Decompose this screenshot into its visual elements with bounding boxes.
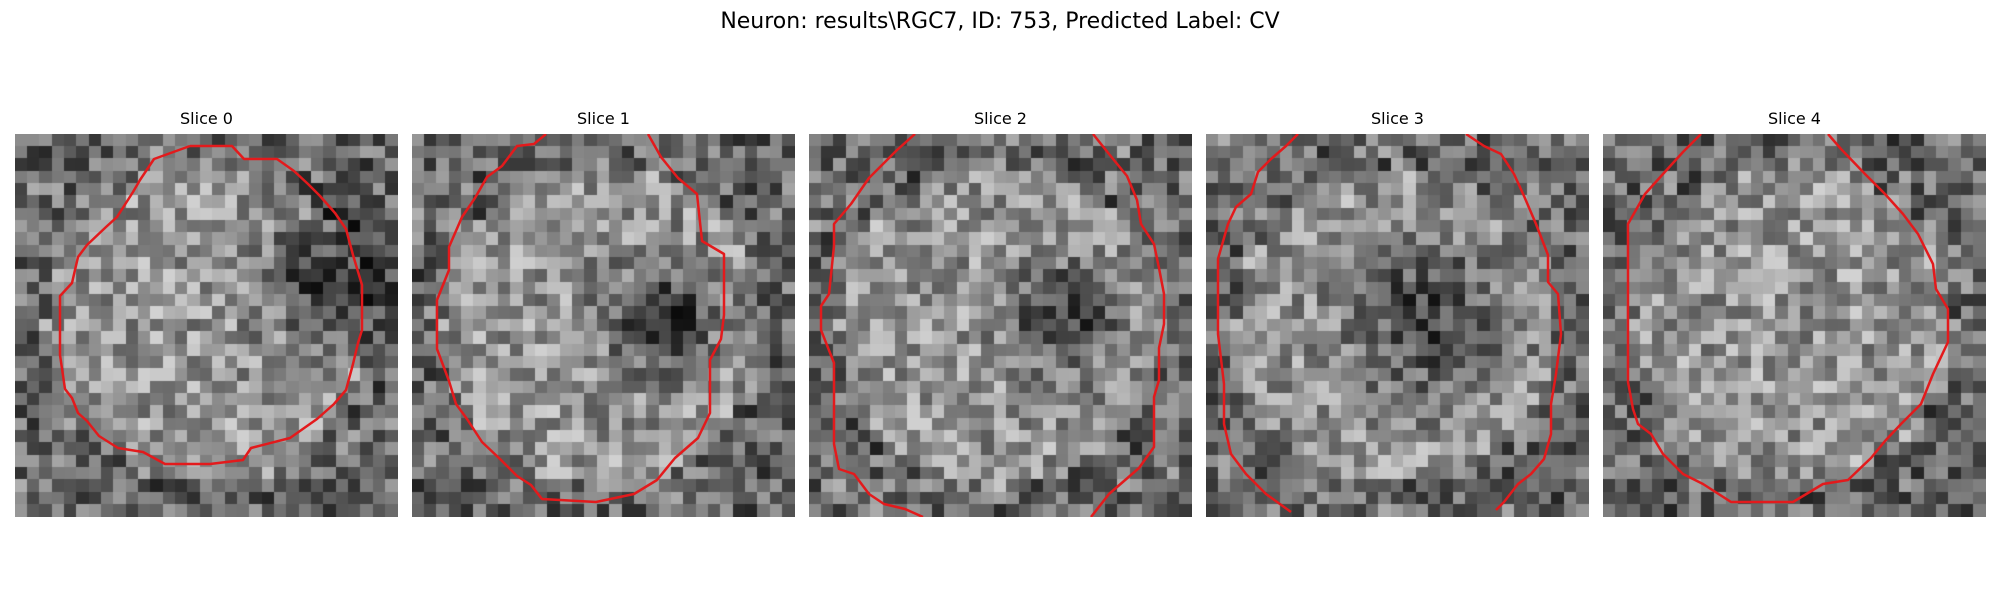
panel-slice-2	[809, 134, 1192, 517]
figure-title: Neuron: results\RGC7, ID: 753, Predicted…	[720, 9, 1280, 34]
slice-2-image	[809, 134, 1192, 517]
slice-4-image	[1603, 134, 1986, 517]
slice-0-image	[15, 134, 398, 517]
panel-slice-4	[1603, 134, 1986, 517]
panel-slice-1	[412, 134, 795, 517]
panel-slice-0	[15, 134, 398, 517]
slice-4-contour	[1626, 134, 1950, 504]
panel-title-slice-4: Slice 4	[1768, 109, 1821, 128]
slice-2-contour	[819, 134, 1166, 517]
panel-slice-3	[1206, 134, 1589, 517]
panel-title-slice-1: Slice 1	[577, 109, 630, 128]
panel-title-slice-2: Slice 2	[974, 109, 1027, 128]
slice-1-contour	[435, 134, 726, 504]
panel-title-slice-0: Slice 0	[180, 109, 233, 128]
slice-3-contour	[1216, 134, 1563, 514]
panel-title-slice-3: Slice 3	[1371, 109, 1424, 128]
slice-0-contour	[58, 144, 364, 466]
